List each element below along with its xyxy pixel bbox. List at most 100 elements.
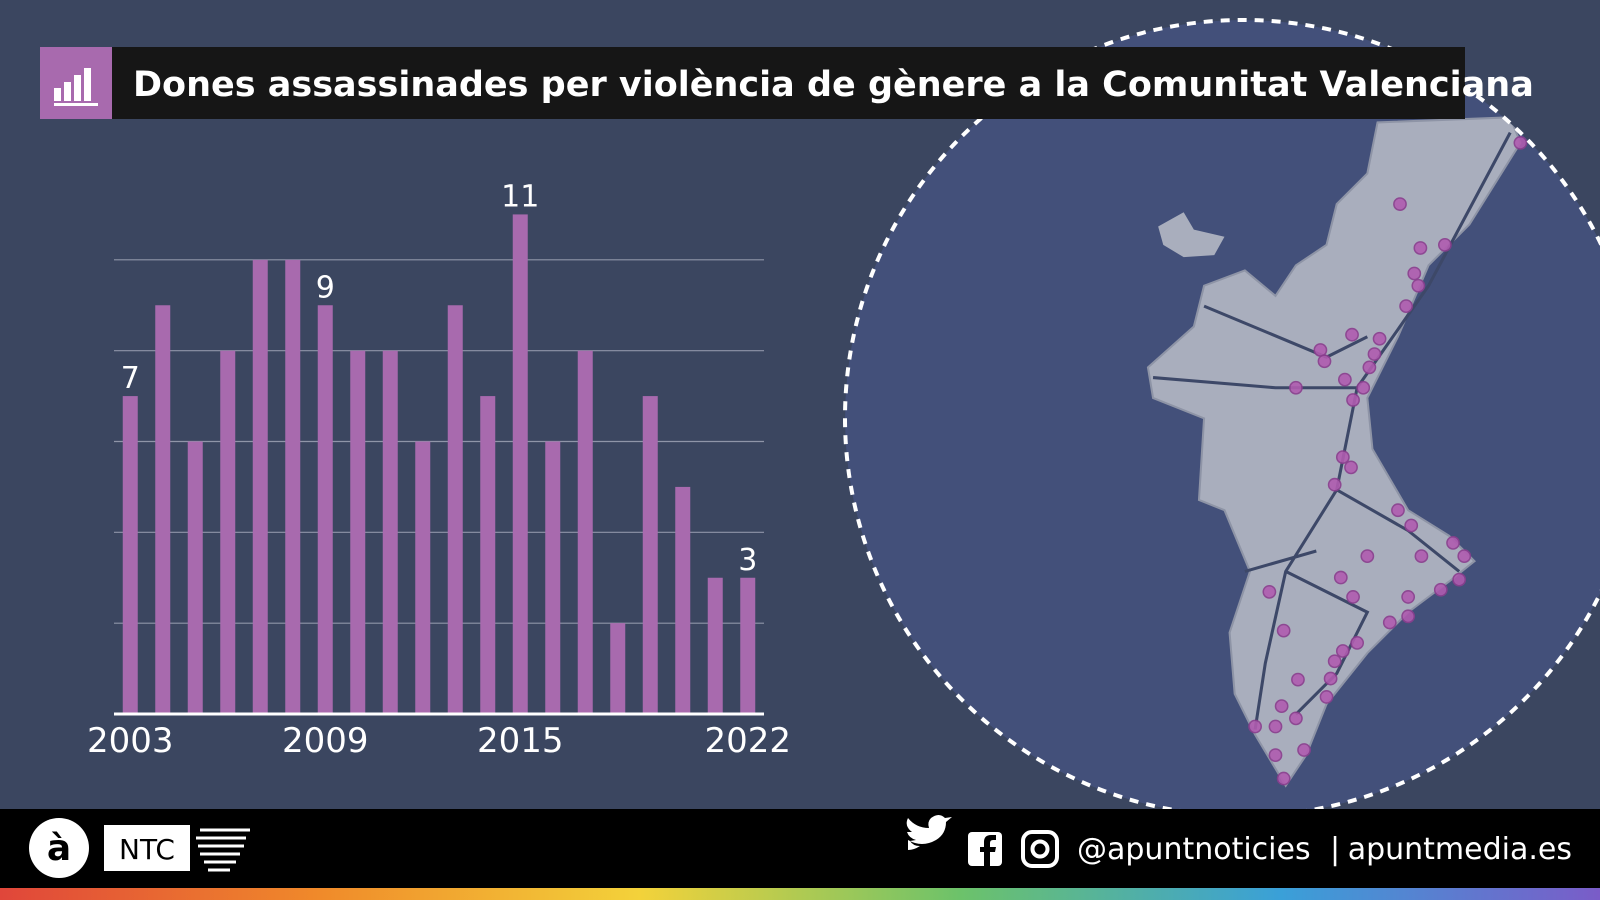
event-dot: [1335, 644, 1350, 658]
event-dot: [1289, 711, 1303, 726]
bar: [480, 396, 496, 714]
bar: [577, 350, 593, 714]
logo-text: à: [47, 828, 71, 869]
bar: [675, 486, 691, 714]
bar: [642, 396, 658, 714]
event-dot: [1337, 372, 1352, 387]
island: [1158, 212, 1225, 258]
event-dot: [1437, 238, 1452, 252]
event-dot: [1335, 450, 1350, 465]
x-tick-label: 2015: [477, 721, 564, 761]
icon-bar: [64, 82, 71, 101]
event-dot: [1333, 570, 1348, 585]
brand-box: [104, 825, 190, 871]
event-dot: [1289, 380, 1303, 395]
event-dot: [1297, 743, 1311, 757]
event-dot: [1404, 518, 1419, 533]
event-dot: [1268, 748, 1283, 762]
event-dot: [1513, 135, 1528, 150]
event-dot: [1382, 615, 1397, 630]
event-dot: [1268, 719, 1283, 734]
map-ring: [843, 18, 1600, 818]
instagram-lens: [1030, 839, 1050, 859]
bar: [382, 350, 398, 714]
bar: [447, 305, 463, 714]
event-dot: [1319, 690, 1334, 704]
event-dot: [1414, 549, 1429, 564]
icon-bar: [74, 75, 81, 101]
event-dot: [1276, 623, 1291, 638]
event-dot: [1372, 331, 1387, 346]
x-tick-label: 2022: [704, 721, 791, 761]
value-label: 7: [121, 361, 140, 396]
value-label: 11: [501, 179, 539, 214]
event-dot: [1248, 719, 1262, 734]
event-dots: [1248, 135, 1528, 786]
bar: [187, 441, 203, 714]
twitter-icon[interactable]: [906, 815, 952, 850]
map: [845, 20, 1600, 816]
icon-base: [54, 103, 98, 106]
bar: [740, 577, 756, 714]
rainbow-strip: [0, 888, 1600, 900]
land: [1146, 116, 1522, 788]
separator: |: [1330, 832, 1340, 867]
event-dot: [1344, 460, 1358, 475]
event-dot: [1413, 241, 1428, 255]
bar: [317, 305, 333, 714]
event-dot: [1274, 699, 1289, 714]
event-dot: [1345, 327, 1359, 342]
bar: [545, 441, 561, 714]
bar: [155, 305, 171, 714]
website[interactable]: apuntmedia.es: [1348, 832, 1572, 867]
event-dot: [1401, 609, 1416, 624]
event-dot: [1317, 354, 1332, 369]
bar: [415, 441, 431, 714]
event-dot: [1346, 590, 1360, 604]
bar: [122, 396, 138, 714]
event-dot: [1276, 771, 1291, 786]
event-dot: [1457, 549, 1472, 564]
bar: [252, 259, 268, 714]
event-dot: [1356, 380, 1371, 395]
logo-circle: [29, 818, 89, 878]
event-dot: [1362, 360, 1377, 375]
brand-stripes: [196, 828, 250, 872]
bar: [350, 350, 366, 714]
event-dot: [1327, 477, 1342, 492]
instagram-icon[interactable]: [1021, 830, 1059, 868]
bar-chart: 2003 7 2009 9 2015 11 2022 3: [87, 179, 791, 761]
event-dot: [1452, 572, 1467, 587]
x-tick-label: 2009: [282, 721, 369, 761]
bar: [220, 350, 236, 714]
event-dot: [1291, 672, 1305, 687]
event-dot: [1433, 582, 1448, 597]
event-dot: [1446, 535, 1460, 550]
event-dot: [1401, 590, 1416, 604]
event-dot: [1367, 347, 1382, 361]
title-bar: [112, 47, 1465, 119]
value-label: 3: [738, 543, 757, 578]
event-dot: [1407, 266, 1422, 281]
facebook-glyph: [980, 835, 996, 866]
bar: [707, 577, 723, 714]
bar: [610, 623, 626, 714]
event-dot: [1411, 278, 1426, 293]
event-dot: [1393, 197, 1407, 211]
event-dot: [1360, 549, 1375, 564]
event-dot: [1323, 671, 1338, 686]
event-dot: [1313, 343, 1328, 357]
event-dot: [1346, 393, 1360, 407]
event-dot: [1262, 584, 1277, 599]
social-handle[interactable]: @apuntnoticies: [1077, 832, 1311, 867]
chart-title: Dones assassinades per violència de gène…: [133, 65, 1534, 105]
event-dot: [1350, 635, 1365, 650]
bar: [512, 214, 528, 714]
value-label: 9: [316, 270, 335, 305]
icon-bar: [54, 88, 61, 101]
event-dot: [1391, 503, 1405, 518]
icon-bar: [84, 68, 91, 101]
x-tick-label: 2003: [87, 721, 174, 761]
